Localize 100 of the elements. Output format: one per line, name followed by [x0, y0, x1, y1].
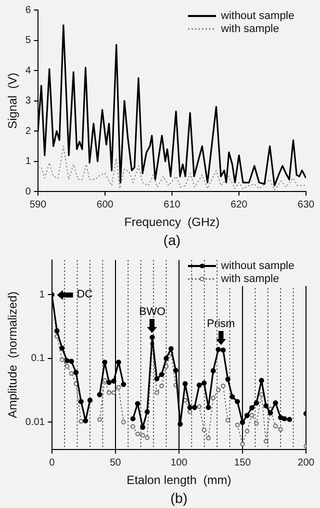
point	[234, 398, 240, 404]
x-axis-title: Etalon length (mm)	[126, 473, 232, 488]
point	[286, 416, 292, 422]
x-tick-label: 600	[96, 199, 114, 210]
point	[135, 432, 140, 436]
point	[130, 416, 136, 422]
point	[225, 376, 230, 382]
point	[187, 404, 192, 410]
point	[282, 416, 287, 422]
x-tick-label: 200	[298, 457, 315, 468]
point	[59, 345, 65, 351]
point	[206, 404, 212, 410]
point	[210, 368, 216, 374]
x-tick-label: 610	[164, 199, 181, 210]
y-tick-label: 4	[25, 65, 32, 76]
legend-label: without sample	[220, 260, 294, 272]
point	[244, 428, 250, 434]
point	[226, 418, 230, 423]
point	[254, 421, 259, 426]
point	[150, 334, 155, 340]
point	[106, 380, 112, 385]
x-axis-title: Frequency (GHz)	[124, 215, 220, 230]
point	[249, 405, 254, 410]
x-tick-label: 50	[110, 457, 122, 468]
point	[154, 376, 160, 382]
point	[264, 438, 268, 444]
y-tick-label: 3	[25, 96, 32, 107]
x-tick-label: 620	[230, 199, 248, 210]
x-tick-label: 590	[30, 199, 47, 210]
y-tick-label: 1	[39, 289, 46, 300]
point	[159, 384, 164, 388]
point	[173, 368, 178, 373]
point	[192, 404, 198, 410]
x-tick-label: 100	[170, 457, 188, 468]
point	[116, 385, 121, 390]
point	[102, 378, 108, 383]
legend-label: with sample	[220, 23, 280, 36]
point	[54, 328, 60, 334]
point	[154, 390, 160, 395]
x-tick-label: 630	[298, 199, 315, 210]
point	[116, 360, 122, 365]
point	[258, 378, 264, 384]
y-tick-label: 6	[25, 4, 32, 16]
y-tick-label: 0.01	[25, 416, 46, 428]
point	[273, 424, 278, 428]
point	[178, 421, 183, 427]
point	[254, 400, 260, 406]
text: (a)	[163, 232, 181, 248]
point	[216, 346, 221, 352]
point	[206, 436, 211, 440]
point	[159, 372, 164, 378]
point	[220, 384, 226, 388]
point	[216, 388, 221, 392]
point	[268, 410, 274, 416]
point	[196, 404, 202, 409]
point	[144, 409, 150, 414]
point	[272, 400, 278, 406]
legend-label: without sample	[220, 10, 294, 22]
point	[230, 394, 235, 400]
y-tick-label: 1	[25, 156, 32, 168]
point	[250, 412, 254, 418]
point	[64, 364, 70, 369]
point	[188, 410, 192, 414]
x-tick-label: 0	[49, 457, 56, 468]
point	[263, 403, 269, 408]
point	[140, 424, 146, 430]
y-axis-title: Amplitude (normalized)	[6, 291, 20, 418]
point	[73, 370, 79, 376]
point	[78, 398, 84, 404]
point	[278, 427, 283, 432]
point	[244, 412, 250, 418]
point	[120, 382, 126, 388]
point	[111, 378, 116, 384]
point	[69, 371, 74, 376]
y-tick-label: 5	[25, 35, 32, 46]
point	[111, 390, 116, 395]
point	[240, 420, 246, 425]
point	[278, 414, 284, 420]
annotation: Prism	[206, 318, 235, 330]
y-tick-label: 0	[25, 186, 32, 198]
annotation: DC	[76, 288, 93, 301]
point	[144, 435, 150, 440]
x-tick-label: 150	[234, 457, 252, 468]
point	[130, 424, 136, 429]
point	[220, 347, 226, 353]
point	[102, 360, 108, 365]
point	[259, 392, 264, 397]
point	[164, 356, 169, 361]
point	[60, 357, 64, 362]
point	[210, 396, 216, 400]
point	[78, 418, 84, 424]
point	[201, 380, 207, 386]
point	[68, 358, 74, 364]
point	[106, 390, 112, 395]
y-tick-label: 2	[25, 126, 32, 137]
annotation: BWO	[139, 306, 166, 318]
point	[121, 420, 126, 424]
y-axis-title: Signal (V)	[6, 72, 20, 129]
y-tick-label: 0.1	[30, 353, 46, 364]
point	[97, 417, 102, 422]
